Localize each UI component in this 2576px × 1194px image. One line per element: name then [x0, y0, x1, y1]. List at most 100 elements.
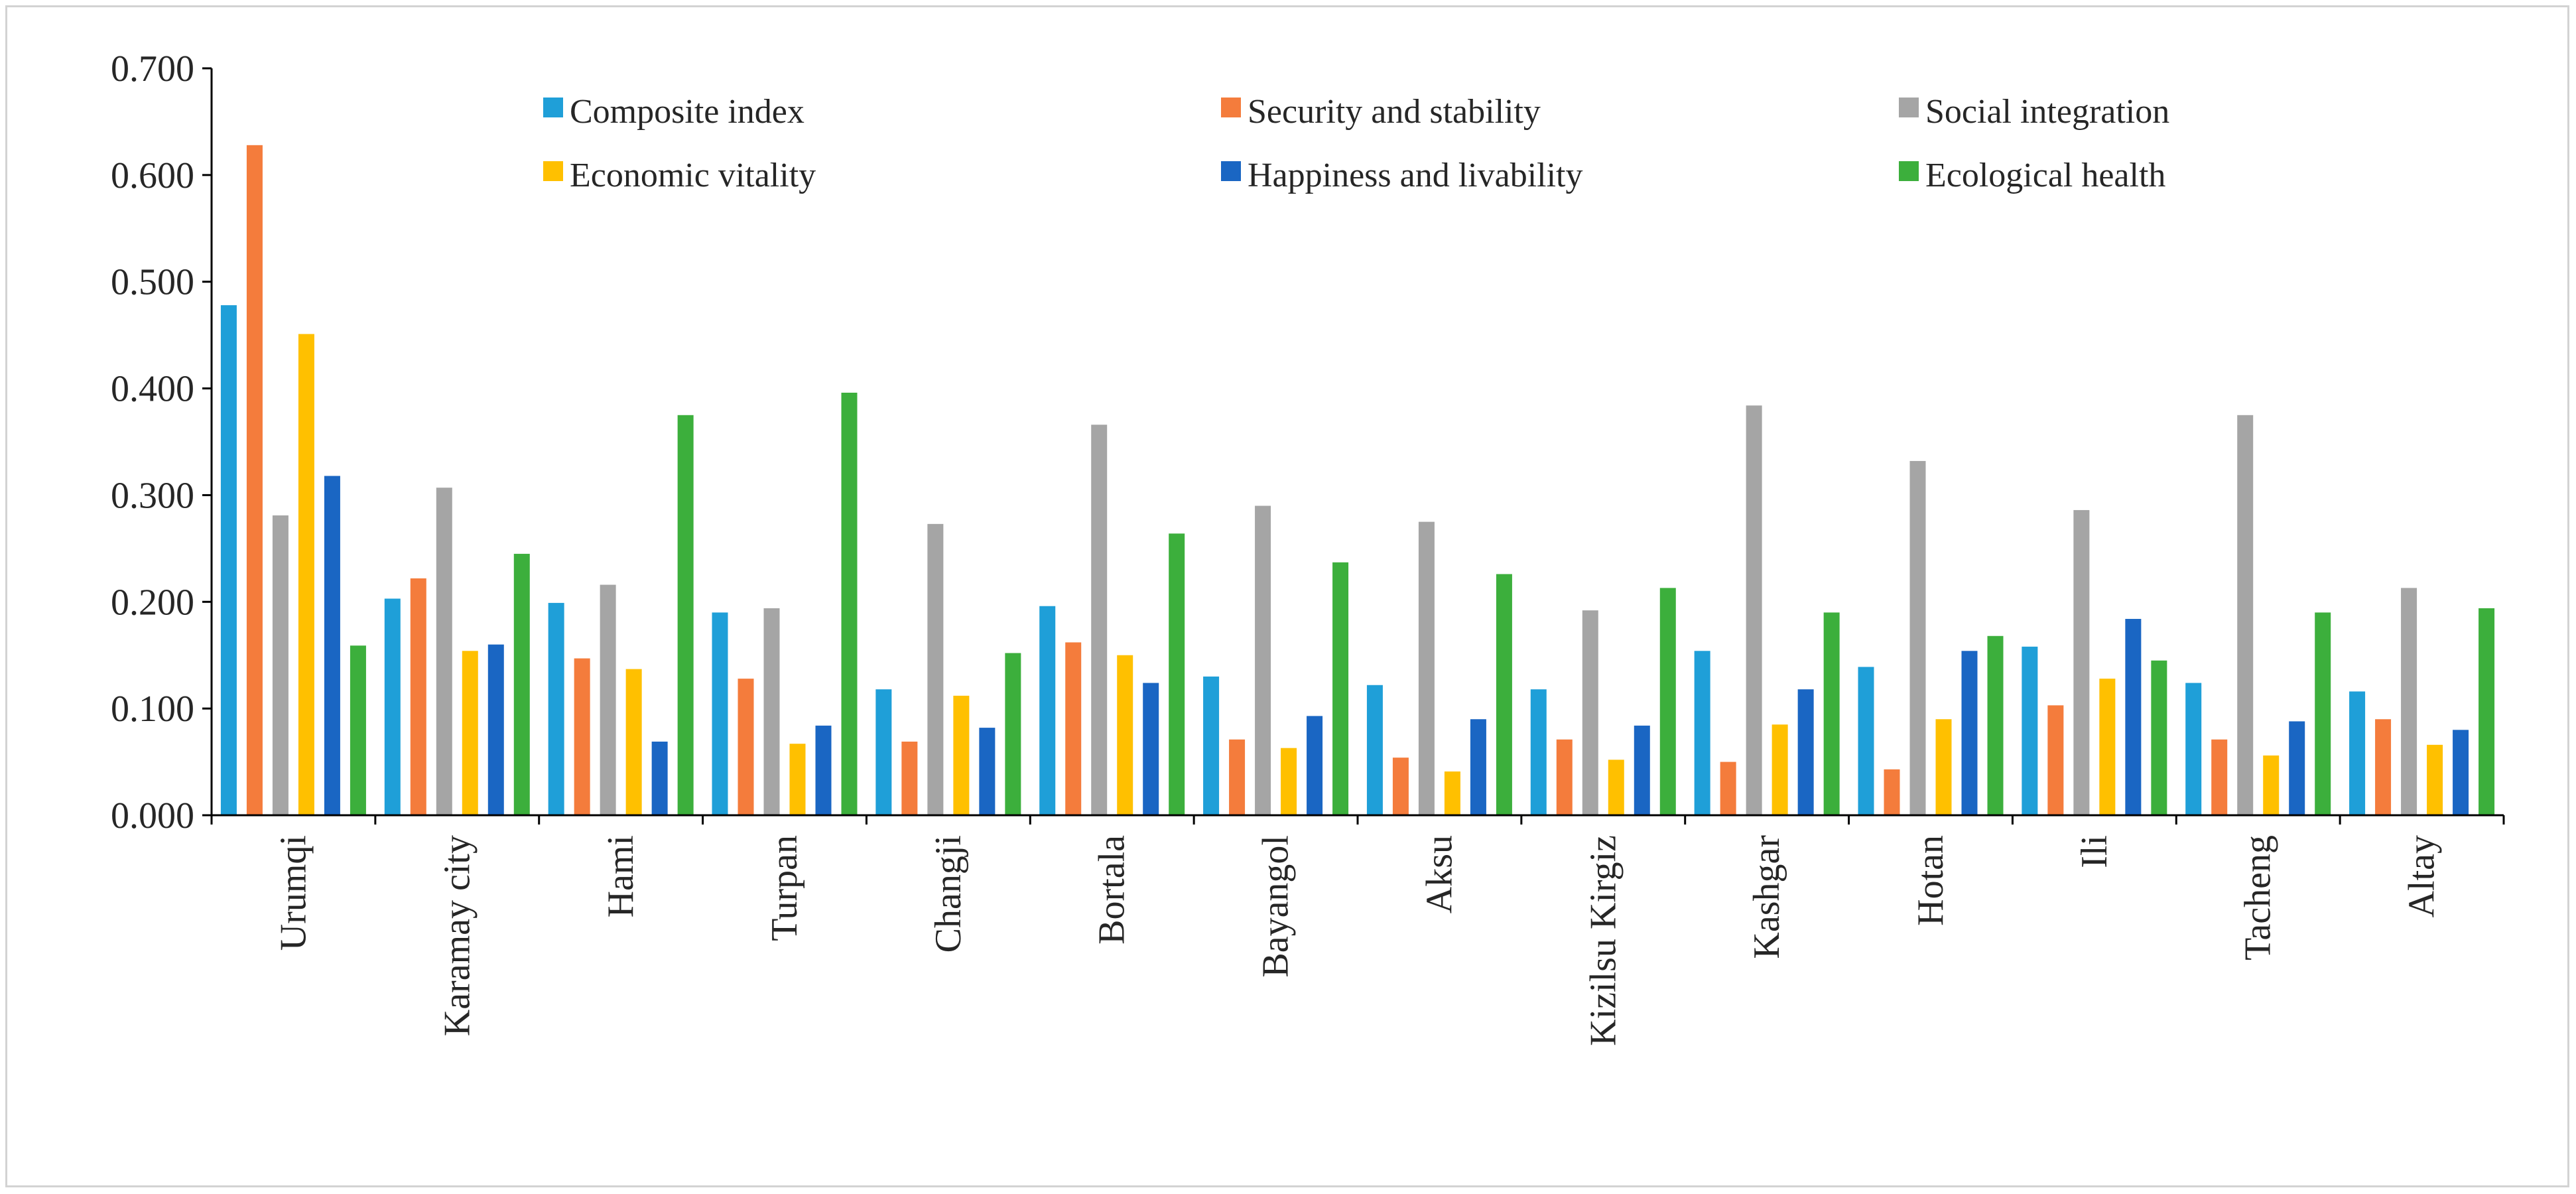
- bar-happiness-and-livability: [2453, 730, 2469, 815]
- bar-social-integration: [1418, 521, 1435, 815]
- bar-composite-index: [2022, 646, 2038, 815]
- bar-security-and-stability: [738, 679, 754, 815]
- x-category-label: Bortala: [1092, 835, 1133, 945]
- bar-happiness-and-livability: [2125, 619, 2142, 815]
- bar-ecological-health: [513, 553, 530, 815]
- bar-economic-vitality: [953, 695, 970, 815]
- bar-security-and-stability: [574, 658, 590, 815]
- bar-social-integration: [1909, 460, 1926, 815]
- x-axis-category-ticks: [210, 815, 2505, 825]
- bar-ecological-health: [1005, 653, 1021, 815]
- y-tick-label: 0.600: [111, 155, 194, 196]
- bar-security-and-stability: [2211, 739, 2228, 815]
- x-category-label: Changji: [928, 835, 969, 953]
- bar-happiness-and-livability: [487, 644, 504, 815]
- bar-economic-vitality: [1935, 719, 1952, 815]
- bar-economic-vitality: [1771, 724, 1788, 815]
- bar-marks: [220, 145, 2495, 815]
- bar-ecological-health: [841, 393, 858, 815]
- chart-frame: 0.000 0.100 0.200 0.300 0.400 0.500 0.600 0.700…: [5, 5, 2569, 1187]
- x-axis-category-labels: Urumqi Karamay city Hami Turpan Changji Borta…: [273, 835, 2442, 1046]
- bar-social-integration: [927, 523, 944, 815]
- bar-happiness-and-livability: [324, 476, 340, 815]
- bar-composite-index: [1039, 606, 1056, 815]
- x-category-label: Altay: [2402, 835, 2443, 917]
- bar-composite-index: [1366, 685, 1383, 815]
- bar-ecological-health: [2479, 608, 2495, 815]
- bar-ecological-health: [1659, 588, 1676, 815]
- bar-social-integration: [600, 584, 616, 815]
- x-category-label: Aksu: [1419, 835, 1460, 913]
- bar-ecological-health: [1987, 635, 2004, 815]
- bar-security-and-stability: [2047, 705, 2064, 815]
- bar-economic-vitality: [625, 669, 642, 815]
- y-axis-ticks: 0.000 0.100 0.200 0.300 0.400 0.500 0.600 0.700: [111, 48, 212, 836]
- bar-economic-vitality: [1117, 655, 1133, 815]
- bar-economic-vitality: [462, 651, 478, 815]
- bar-composite-index: [2185, 683, 2202, 815]
- bar-ecological-health: [2315, 612, 2331, 815]
- bar-happiness-and-livability: [1307, 716, 1323, 815]
- bar-security-and-stability: [1065, 642, 1082, 815]
- bar-composite-index: [1530, 689, 1547, 815]
- legend-label: Security and stability: [1248, 93, 1541, 131]
- bar-happiness-and-livability: [651, 742, 668, 815]
- y-tick-label: 0.100: [111, 689, 194, 730]
- x-category-label: Kizilsu Kirgiz: [1582, 835, 1624, 1046]
- x-category-label: Urumqi: [273, 835, 314, 951]
- bar-security-and-stability: [1556, 739, 1573, 815]
- bar-security-and-stability: [246, 145, 263, 815]
- bar-ecological-health: [1169, 533, 1185, 815]
- legend-swatch: [1899, 98, 1919, 117]
- legend-label: Economic vitality: [570, 157, 816, 194]
- bar-ecological-health: [350, 645, 366, 815]
- bar-happiness-and-livability: [2289, 721, 2305, 815]
- bar-social-integration: [1746, 405, 1762, 815]
- bar-economic-vitality: [1608, 760, 1624, 815]
- bar-happiness-and-livability: [1634, 725, 1650, 815]
- bar-composite-index: [1203, 676, 1220, 815]
- legend-swatch: [1221, 98, 1241, 117]
- bar-happiness-and-livability: [1470, 719, 1486, 815]
- bar-economic-vitality: [298, 334, 314, 815]
- legend-label: Ecological health: [1925, 157, 2165, 194]
- y-tick-label: 0.700: [111, 48, 194, 90]
- bar-composite-index: [875, 689, 892, 815]
- bar-social-integration: [272, 515, 289, 815]
- bar-security-and-stability: [901, 742, 918, 815]
- x-category-label: Kashgar: [1746, 835, 1787, 959]
- bar-happiness-and-livability: [815, 725, 832, 815]
- legend-label: Happiness and livability: [1248, 157, 1582, 194]
- bar-economic-vitality: [2263, 755, 2280, 815]
- legend-label: Social integration: [1925, 93, 2169, 131]
- bar-composite-index: [1694, 651, 1710, 815]
- y-tick-label: 0.300: [111, 475, 194, 516]
- x-category-label: Hotan: [1910, 835, 1951, 926]
- x-category-label: Hami: [600, 835, 641, 917]
- bar-ecological-health: [677, 415, 694, 815]
- bar-social-integration: [2073, 509, 2090, 815]
- bar-composite-index: [2349, 691, 2366, 815]
- bar-economic-vitality: [1281, 748, 1297, 815]
- legend-swatch: [1899, 161, 1919, 181]
- bar-happiness-and-livability: [979, 728, 996, 815]
- bar-happiness-and-livability: [1961, 651, 1978, 815]
- x-category-label: Tacheng: [2238, 835, 2279, 961]
- bar-ecological-health: [1823, 612, 1840, 815]
- bar-social-integration: [1091, 425, 1108, 815]
- bar-composite-index: [548, 602, 564, 815]
- bar-social-integration: [2237, 415, 2254, 815]
- bar-security-and-stability: [1884, 769, 1900, 815]
- x-category-label: Ili: [2074, 835, 2115, 868]
- bar-security-and-stability: [2375, 719, 2392, 815]
- y-tick-label: 0.400: [111, 369, 194, 410]
- bar-economic-vitality: [789, 744, 806, 815]
- bar-composite-index: [1858, 667, 1874, 815]
- bar-chart: 0.000 0.100 0.200 0.300 0.400 0.500 0.600 0.700…: [111, 48, 2505, 1046]
- x-category-label: Karamay city: [436, 835, 478, 1036]
- bar-composite-index: [220, 305, 237, 815]
- y-tick-label: 0.200: [111, 582, 194, 623]
- legend-swatch: [543, 161, 563, 181]
- x-category-label: Bayangol: [1256, 835, 1297, 978]
- bar-composite-index: [384, 598, 401, 815]
